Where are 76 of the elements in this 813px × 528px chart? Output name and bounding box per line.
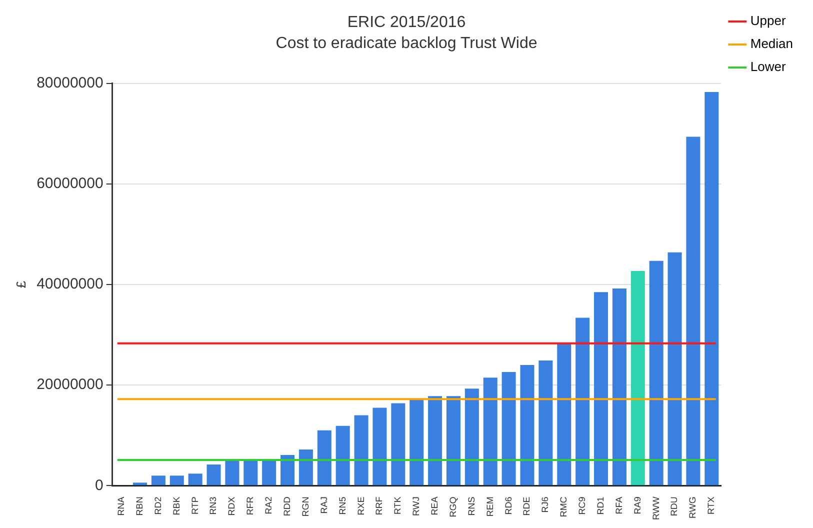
x-tick-label: RWW bbox=[650, 496, 661, 520]
x-tick-label: RC9 bbox=[577, 496, 588, 515]
bar bbox=[170, 476, 184, 486]
bar bbox=[354, 415, 368, 486]
bar bbox=[372, 408, 387, 486]
bar bbox=[538, 360, 553, 486]
y-tick-label: 0 bbox=[94, 476, 104, 494]
x-tick-label: RDX bbox=[226, 496, 237, 516]
x-tick-label: RNS bbox=[466, 496, 476, 516]
x-tick-label: RTK bbox=[392, 496, 403, 515]
x-tick-label: RFA bbox=[614, 496, 624, 514]
bar bbox=[428, 396, 442, 486]
x-tick-label: RWJ bbox=[411, 496, 422, 516]
bar bbox=[317, 430, 332, 486]
bar bbox=[612, 288, 626, 486]
x-tick-label: RFR bbox=[245, 496, 256, 516]
bar bbox=[151, 476, 166, 486]
y-tick-label: 40000000 bbox=[36, 276, 104, 293]
y-tick-label: 80000000 bbox=[36, 74, 104, 92]
bar bbox=[188, 474, 202, 486]
bar bbox=[594, 292, 608, 486]
x-tick-label: RBN bbox=[134, 496, 144, 516]
bar bbox=[576, 318, 590, 486]
x-tick-label: REA bbox=[430, 496, 440, 516]
x-tick-label: RTX bbox=[706, 496, 716, 515]
bar bbox=[391, 403, 406, 486]
x-tick-label: RDE bbox=[522, 496, 532, 516]
bar bbox=[630, 270, 645, 486]
bar bbox=[464, 388, 479, 486]
x-tick-label: RRF bbox=[374, 496, 384, 516]
legend-label: Median bbox=[750, 36, 794, 52]
bar bbox=[483, 378, 498, 486]
bar bbox=[280, 455, 295, 486]
bar bbox=[132, 482, 148, 486]
bar bbox=[225, 460, 240, 486]
x-tick-label: RGQ bbox=[448, 496, 458, 518]
legend-label: Lower bbox=[750, 59, 786, 74]
x-tick-label: RA2 bbox=[264, 496, 274, 514]
bar bbox=[298, 449, 313, 486]
bar bbox=[668, 252, 682, 486]
y-tick-label: 20000000 bbox=[36, 376, 104, 394]
bar bbox=[704, 92, 719, 486]
x-tick-label: RD2 bbox=[152, 496, 163, 515]
bar bbox=[244, 460, 258, 486]
bar bbox=[262, 460, 276, 486]
x-tick-label: RAJ bbox=[318, 496, 329, 514]
chart-subtitle: Cost to eradicate backlog Trust Wide bbox=[276, 35, 538, 52]
x-tick-label: RTP bbox=[190, 496, 200, 515]
y-axis-title: £ bbox=[13, 280, 28, 288]
x-tick-label: RXE bbox=[356, 496, 366, 516]
bar bbox=[502, 372, 516, 486]
x-tick-label: RA9 bbox=[632, 496, 642, 514]
bar bbox=[446, 396, 460, 486]
x-tick-label: RMC bbox=[558, 496, 569, 518]
x-tick-label: RBK bbox=[171, 496, 182, 516]
bar bbox=[520, 364, 534, 486]
x-tick-label: RWG bbox=[688, 496, 698, 519]
x-tick-label: RDD bbox=[282, 496, 292, 516]
bar bbox=[649, 260, 664, 486]
x-tick-label: RD1 bbox=[595, 496, 606, 515]
x-tick-label: REM bbox=[484, 496, 495, 517]
x-tick-label: RNA bbox=[116, 496, 126, 516]
bar bbox=[206, 464, 221, 486]
x-tick-label: RJ6 bbox=[540, 496, 550, 513]
bar bbox=[410, 399, 424, 486]
bar bbox=[336, 426, 350, 486]
y-tick-label: 60000000 bbox=[36, 175, 104, 192]
bar bbox=[557, 343, 572, 486]
chart-title: ERIC 2015/2016 bbox=[347, 14, 466, 32]
x-tick-label: RN3 bbox=[208, 496, 218, 515]
x-tick-label: RGN bbox=[300, 496, 310, 517]
x-tick-label: RD6 bbox=[503, 496, 514, 515]
x-tick-label: RN5 bbox=[337, 496, 348, 515]
legend-label: Upper bbox=[750, 13, 786, 28]
x-tick-label: RDU bbox=[669, 496, 680, 516]
bar bbox=[686, 136, 700, 486]
